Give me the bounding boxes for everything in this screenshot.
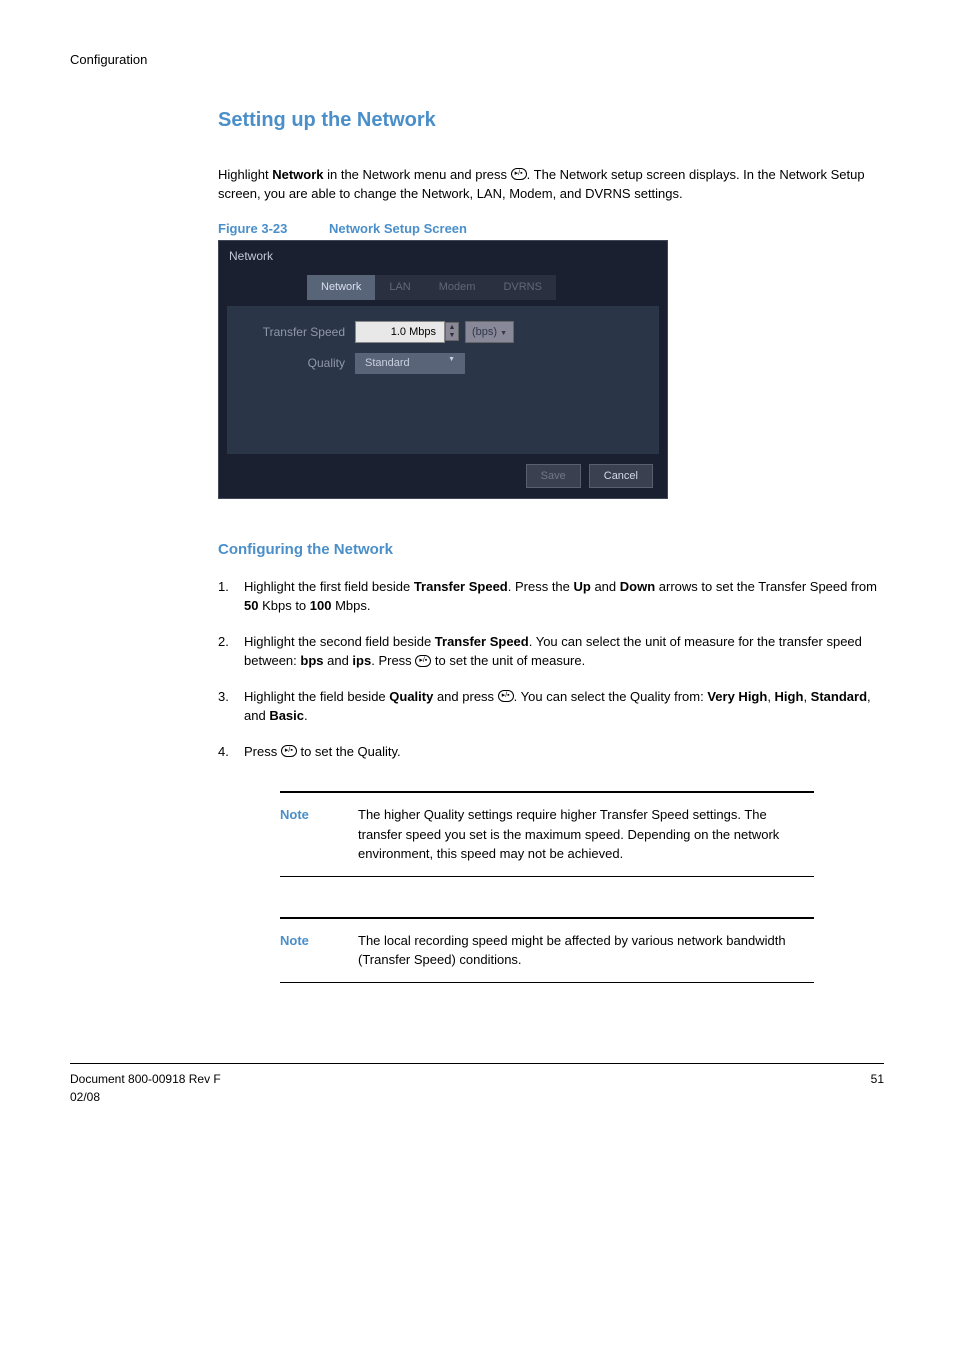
- step-text: Highlight the first field beside Transfe…: [244, 577, 884, 616]
- subheading: Configuring the Network: [218, 539, 884, 562]
- figure-title: Network Setup Screen: [329, 221, 467, 236]
- play-pause-icon: ▸/▪: [281, 745, 297, 757]
- transfer-speed-row: Transfer Speed 1.0 Mbps ▲▼ (bps) ▼: [247, 321, 639, 344]
- play-pause-icon: ▸/▪: [511, 168, 527, 180]
- t: .: [304, 708, 308, 723]
- step-1: 1. Highlight the first field beside Tran…: [218, 577, 884, 616]
- save-button[interactable]: Save: [526, 464, 581, 489]
- step-number: 3.: [218, 687, 244, 726]
- t: ,: [767, 689, 774, 704]
- note-label: Note: [280, 805, 358, 864]
- play-pause-icon: ▸/▪: [415, 655, 431, 667]
- t: arrows to set the Transfer Speed from: [655, 579, 877, 594]
- t: Transfer Speed: [435, 634, 529, 649]
- window-title: Network: [219, 241, 667, 271]
- step-number: 4.: [218, 742, 244, 762]
- t: to set the unit of measure.: [431, 653, 585, 668]
- t: High: [775, 689, 804, 704]
- t: Highlight the second field beside: [244, 634, 435, 649]
- quality-select[interactable]: Standard ▼: [355, 353, 465, 374]
- play-pause-icon: ▸/▪: [498, 690, 514, 702]
- note-label: Note: [280, 931, 358, 970]
- transfer-speed-label: Transfer Speed: [247, 323, 355, 341]
- up-arrow-icon: ▲: [446, 324, 458, 332]
- t: ips: [352, 653, 371, 668]
- t: 50: [244, 598, 258, 613]
- t: Kbps to: [258, 598, 309, 613]
- quality-label: Quality: [247, 354, 355, 372]
- main-heading: Setting up the Network: [218, 105, 884, 135]
- button-row: Save Cancel: [219, 454, 667, 499]
- t: . Press the: [508, 579, 574, 594]
- figure-number: Figure 3-23: [218, 221, 287, 236]
- steps-list: 1. Highlight the first field beside Tran…: [218, 577, 884, 762]
- dropdown-icon: ▼: [448, 355, 455, 372]
- doc-number: Document 800-00918 Rev F: [70, 1070, 221, 1088]
- intro-mid: in the Network menu and press: [324, 167, 511, 182]
- note-block-2: Note The local recording speed might be …: [280, 917, 814, 983]
- transfer-speed-stepper[interactable]: ▲▼: [445, 322, 459, 341]
- t: Standard: [811, 689, 867, 704]
- t: and: [324, 653, 353, 668]
- t: Basic: [269, 708, 304, 723]
- t: Very High: [707, 689, 767, 704]
- t: . You can select the Quality from:: [514, 689, 708, 704]
- section-header: Configuration: [70, 50, 884, 70]
- tab-lan[interactable]: LAN: [375, 275, 424, 300]
- t: Transfer Speed: [414, 579, 508, 594]
- step-4: 4. Press ▸/▪ to set the Quality.: [218, 742, 884, 762]
- intro-bold-network: Network: [272, 167, 323, 182]
- step-text: Press ▸/▪ to set the Quality.: [244, 742, 884, 762]
- down-arrow-icon: ▼: [446, 332, 458, 340]
- t: Highlight the first field beside: [244, 579, 414, 594]
- t: Highlight the field beside: [244, 689, 389, 704]
- page-number: 51: [871, 1070, 884, 1106]
- t: . Press: [371, 653, 415, 668]
- note-text: The local recording speed might be affec…: [358, 931, 814, 970]
- unit-value: (bps): [472, 326, 497, 338]
- t: and: [591, 579, 620, 594]
- cancel-button[interactable]: Cancel: [589, 464, 653, 489]
- t: and press: [433, 689, 497, 704]
- quality-row: Quality Standard ▼: [247, 353, 639, 374]
- t: Mbps.: [331, 598, 370, 613]
- tabs-row: Network LAN Modem DVRNS: [219, 271, 667, 306]
- tab-dvrns[interactable]: DVRNS: [489, 275, 556, 300]
- tab-modem[interactable]: Modem: [425, 275, 490, 300]
- footer-left: Document 800-00918 Rev F 02/08: [70, 1070, 221, 1106]
- t: 100: [310, 598, 332, 613]
- t: Up: [574, 579, 591, 594]
- quality-value: Standard: [365, 355, 410, 372]
- t: Quality: [389, 689, 433, 704]
- t: ,: [803, 689, 810, 704]
- note-text: The higher Quality settings require high…: [358, 805, 814, 864]
- form-area: Transfer Speed 1.0 Mbps ▲▼ (bps) ▼ Quali…: [227, 306, 659, 454]
- page-footer: Document 800-00918 Rev F 02/08 51: [70, 1063, 884, 1106]
- step-text: Highlight the field beside Quality and p…: [244, 687, 884, 726]
- step-number: 2.: [218, 632, 244, 671]
- step-text: Highlight the second field beside Transf…: [244, 632, 884, 671]
- unit-select[interactable]: (bps) ▼: [465, 321, 514, 344]
- t: to set the Quality.: [297, 744, 401, 759]
- doc-date: 02/08: [70, 1088, 221, 1106]
- figure-caption: Figure 3-23 Network Setup Screen: [218, 219, 884, 239]
- step-3: 3. Highlight the field beside Quality an…: [218, 687, 884, 726]
- intro-prefix: Highlight: [218, 167, 272, 182]
- dropdown-icon: ▼: [500, 330, 507, 337]
- network-setup-screenshot: Network Network LAN Modem DVRNS Transfer…: [218, 240, 668, 499]
- t: Down: [620, 579, 655, 594]
- t: Press: [244, 744, 281, 759]
- step-number: 1.: [218, 577, 244, 616]
- transfer-speed-input[interactable]: 1.0 Mbps: [355, 321, 445, 344]
- note-block-1: Note The higher Quality settings require…: [280, 791, 814, 877]
- intro-paragraph: Highlight Network in the Network menu an…: [218, 165, 884, 204]
- t: bps: [300, 653, 323, 668]
- step-2: 2. Highlight the second field beside Tra…: [218, 632, 884, 671]
- tab-network[interactable]: Network: [307, 275, 375, 300]
